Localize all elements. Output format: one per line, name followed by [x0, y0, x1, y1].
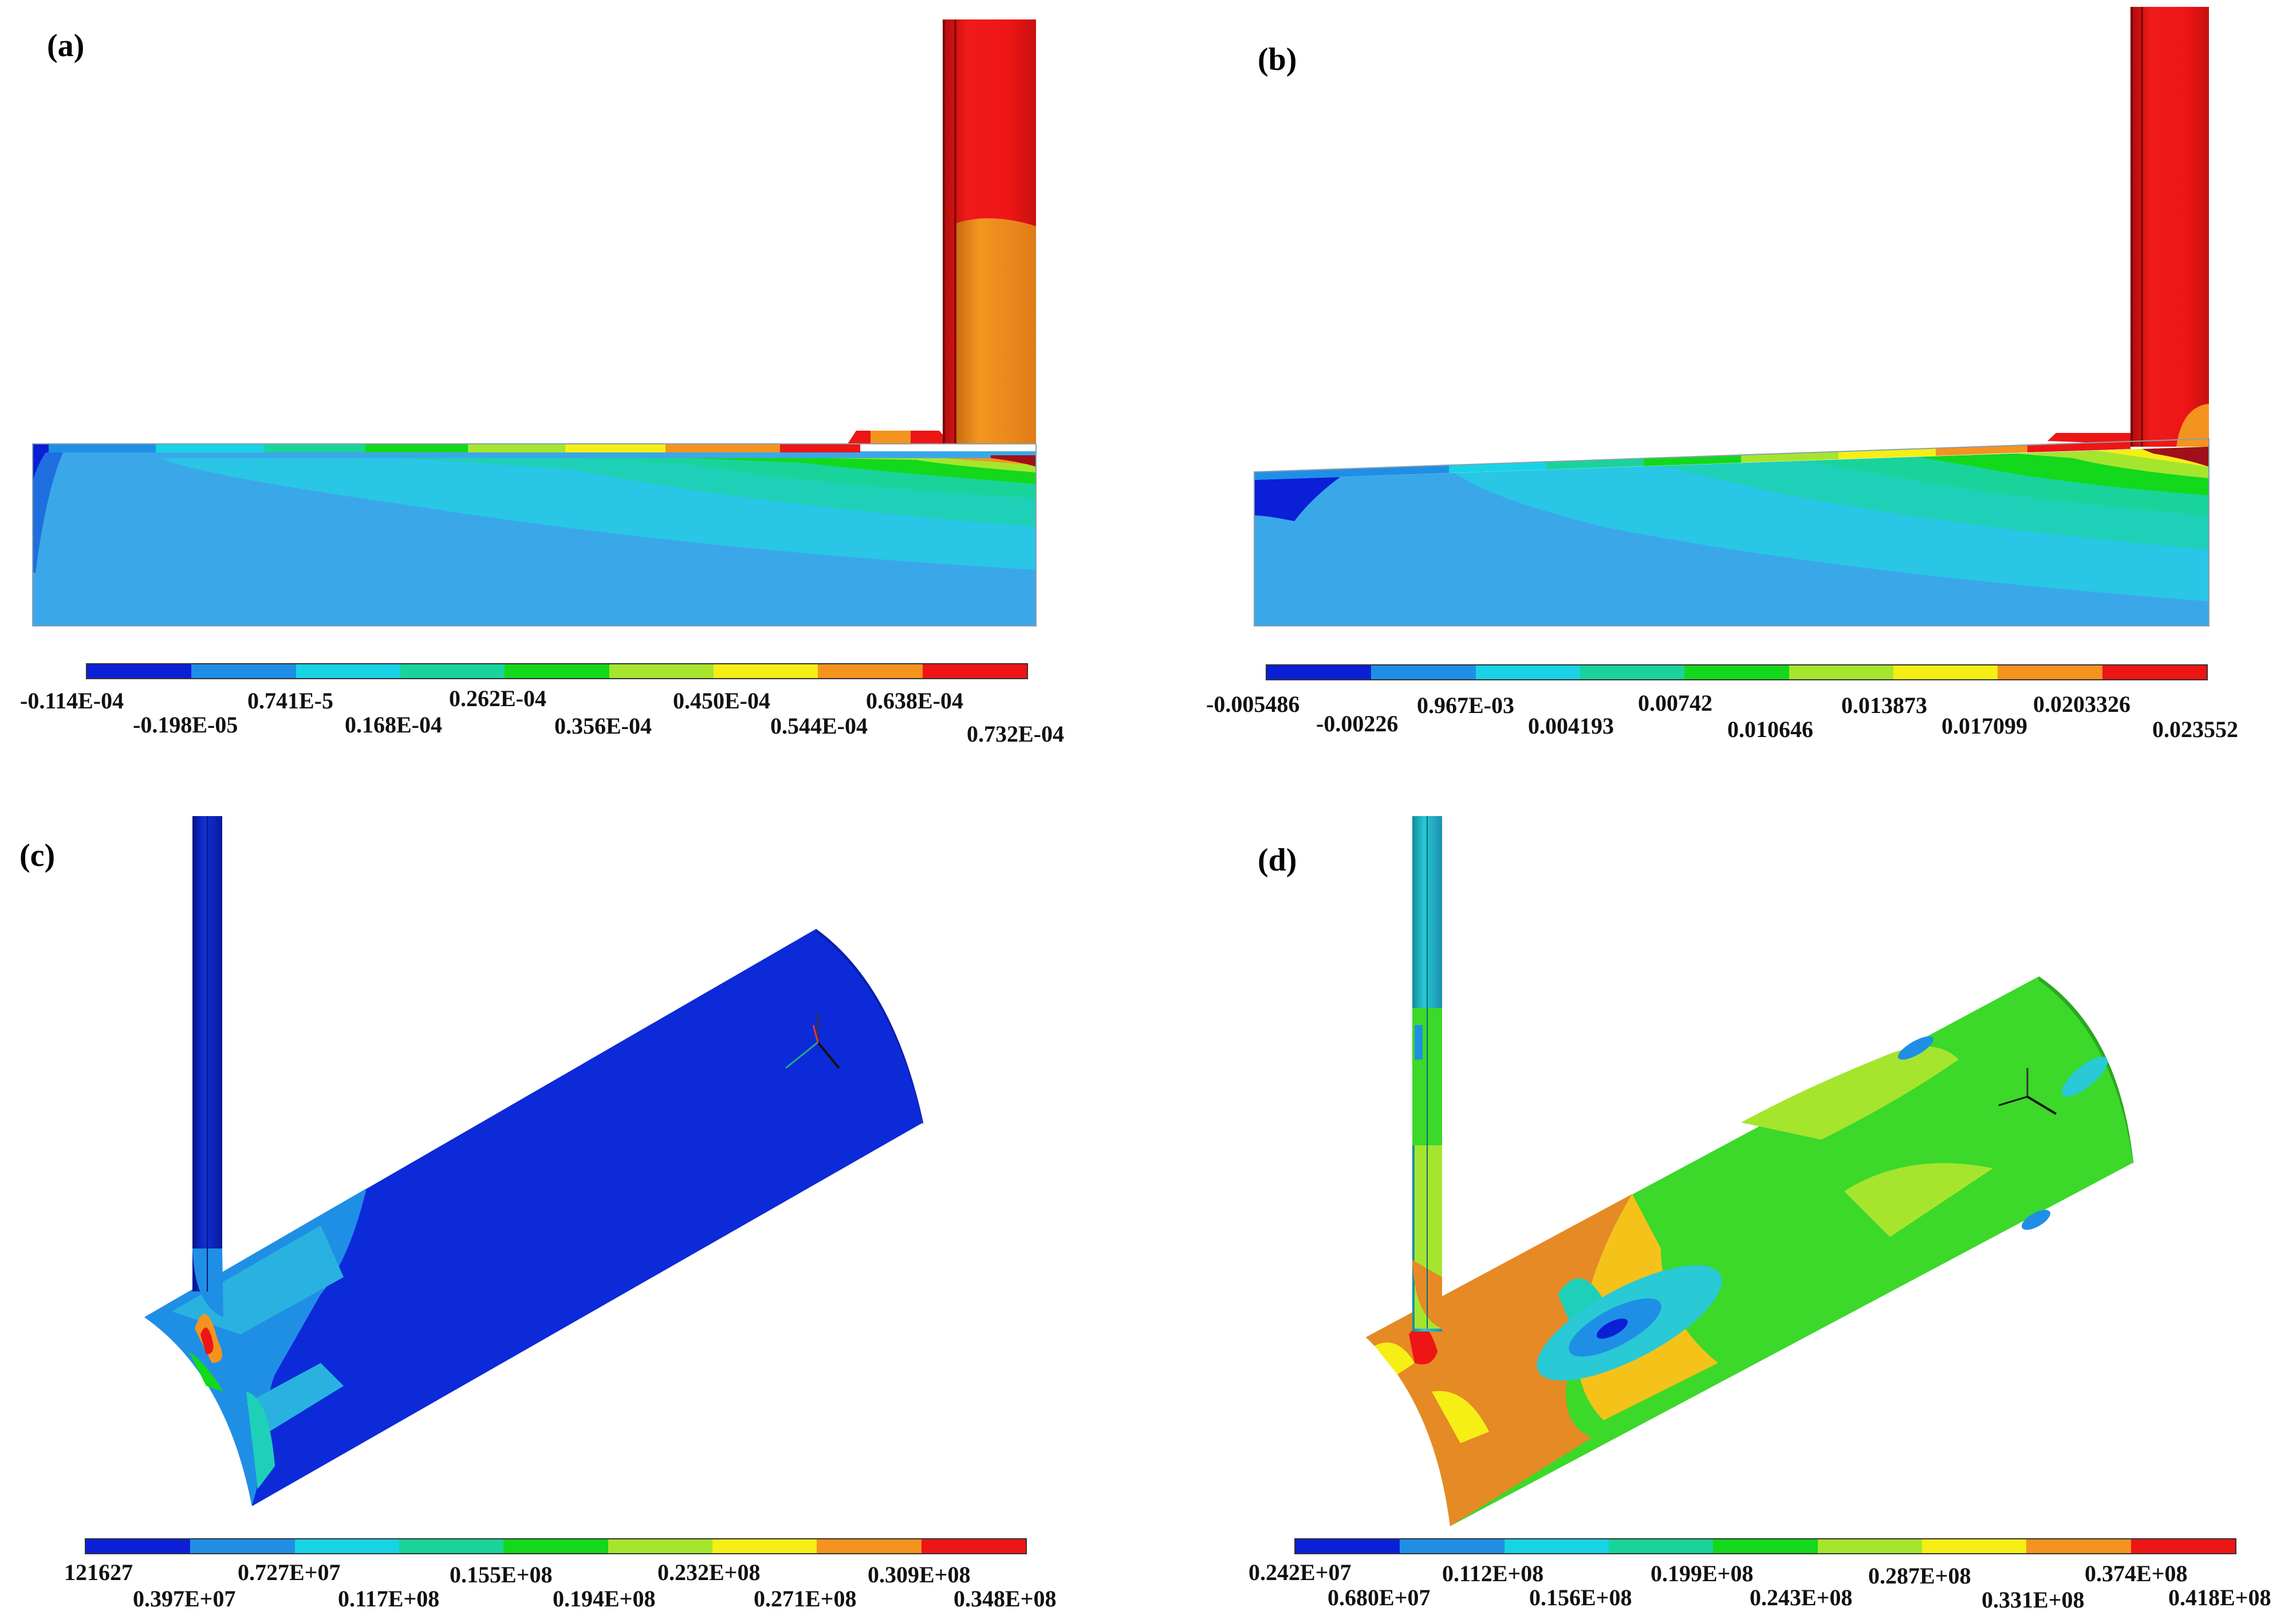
colorbar-d [1294, 1538, 2236, 1554]
tick-a-5: 0.262E-04 [449, 686, 546, 711]
colorbar-segment [86, 1539, 191, 1553]
colorbar-a [86, 663, 1028, 679]
panel-label-d: (d) [1258, 842, 1297, 878]
colorbar-segment [503, 1539, 608, 1553]
colorbar-c [85, 1538, 1027, 1554]
panel-b-plot [1254, 7, 2210, 627]
tick-d-9: 0.374E+08 [2085, 1561, 2188, 1586]
colorbar-segment [1713, 1539, 1818, 1553]
tick-a-10: 0.732E-04 [967, 721, 1064, 747]
tick-a-3: 0.741E-5 [247, 688, 333, 714]
tick-a-9: 0.638E-04 [866, 688, 963, 714]
tick-d-10: 0.418E+08 [2168, 1585, 2271, 1610]
tick-c-2: 0.397E+07 [133, 1586, 236, 1612]
panel-a-plot [32, 19, 1037, 627]
colorbar-segment [1504, 1539, 1609, 1553]
tick-b-8: 0.017099 [1941, 713, 2027, 739]
colorbar-segment [608, 1539, 712, 1553]
tick-a-2: -0.198E-05 [133, 712, 238, 738]
colorbar-segment [294, 1539, 399, 1553]
tick-b-2: -0.00226 [1316, 711, 1399, 736]
tick-d-5: 0.199E+08 [1651, 1561, 1754, 1586]
tick-b-9: 0.0203326 [2033, 691, 2130, 717]
tick-d-3: 0.112E+08 [1442, 1561, 1544, 1586]
tick-a-6: 0.356E-04 [554, 713, 652, 739]
colorbar-segment [400, 664, 505, 678]
tick-a-1: -0.114E-04 [20, 688, 124, 714]
colorbar-segment [1267, 665, 1372, 679]
tick-d-6: 0.243E+08 [1750, 1585, 1853, 1610]
panel-c-plot [144, 816, 923, 1506]
panel-label-c: (c) [19, 838, 56, 873]
panel-d-plot [1366, 816, 2133, 1526]
tick-d-4: 0.156E+08 [1529, 1585, 1632, 1610]
colorbar-segment [2102, 665, 2207, 679]
colorbar-segment [296, 664, 400, 678]
colorbar-segment [2130, 1539, 2235, 1553]
colorbar-segment [2026, 1539, 2131, 1553]
colorbar-segment [505, 664, 609, 678]
colorbar-segment [191, 664, 296, 678]
tick-b-1: -0.005486 [1206, 691, 1300, 717]
tick-c-8: 0.271E+08 [754, 1586, 857, 1612]
tick-a-8: 0.544E-04 [770, 713, 868, 739]
tick-c-5: 0.155E+08 [450, 1562, 553, 1587]
colorbar-segment [1400, 1539, 1505, 1553]
colorbar-segment [712, 1539, 817, 1553]
colorbar-segment [1817, 1539, 1922, 1553]
tick-a-4: 0.168E-04 [345, 712, 442, 738]
colorbar-segment [190, 1539, 295, 1553]
tick-b-5: 0.00742 [1638, 690, 1712, 716]
tick-c-7: 0.232E+08 [657, 1559, 761, 1585]
colorbar-segment [921, 1539, 1026, 1553]
colorbar-segment [87, 664, 192, 678]
tick-c-9: 0.309E+08 [868, 1562, 971, 1587]
tick-b-6: 0.010646 [1727, 716, 1813, 742]
colorbar-segment [609, 664, 714, 678]
colorbar-segment [1608, 1539, 1714, 1553]
tick-c-6: 0.194E+08 [553, 1586, 656, 1612]
colorbar-segment [817, 1539, 921, 1553]
colorbar-segment [1893, 665, 1998, 679]
colorbar-b [1266, 664, 2208, 680]
tick-d-7: 0.287E+08 [1868, 1563, 1971, 1589]
tick-b-3: 0.967E-03 [1417, 692, 1514, 718]
tick-b-10: 0.023552 [2152, 716, 2238, 742]
tick-b-4: 0.004193 [1528, 713, 1614, 739]
tick-d-1: 0.242E+07 [1249, 1559, 1352, 1585]
tick-c-10: 0.348E+08 [954, 1586, 1057, 1612]
panel-label-a: (a) [47, 28, 85, 64]
panel-label-b: (b) [1258, 42, 1297, 77]
colorbar-segment [1998, 665, 2102, 679]
colorbar-segment [1580, 665, 1685, 679]
colorbar-segment [1371, 665, 1476, 679]
tick-b-7: 0.013873 [1841, 692, 1927, 718]
colorbar-segment [1789, 665, 1893, 679]
tick-c-4: 0.117E+08 [338, 1586, 440, 1612]
tick-d-8: 0.331E+08 [1982, 1587, 2085, 1613]
colorbar-segment [1295, 1539, 1400, 1553]
colorbar-segment [1921, 1539, 2027, 1553]
colorbar-segment [922, 664, 1027, 678]
tick-a-7: 0.450E-04 [673, 688, 770, 714]
colorbar-segment [1475, 665, 1580, 679]
tick-c-3: 0.727E+07 [238, 1559, 341, 1585]
colorbar-segment [1684, 665, 1789, 679]
tick-d-2: 0.680E+07 [1328, 1585, 1431, 1610]
colorbar-segment [818, 664, 923, 678]
colorbar-segment [399, 1539, 504, 1553]
tick-c-1: 121627 [64, 1559, 133, 1585]
colorbar-segment [713, 664, 818, 678]
